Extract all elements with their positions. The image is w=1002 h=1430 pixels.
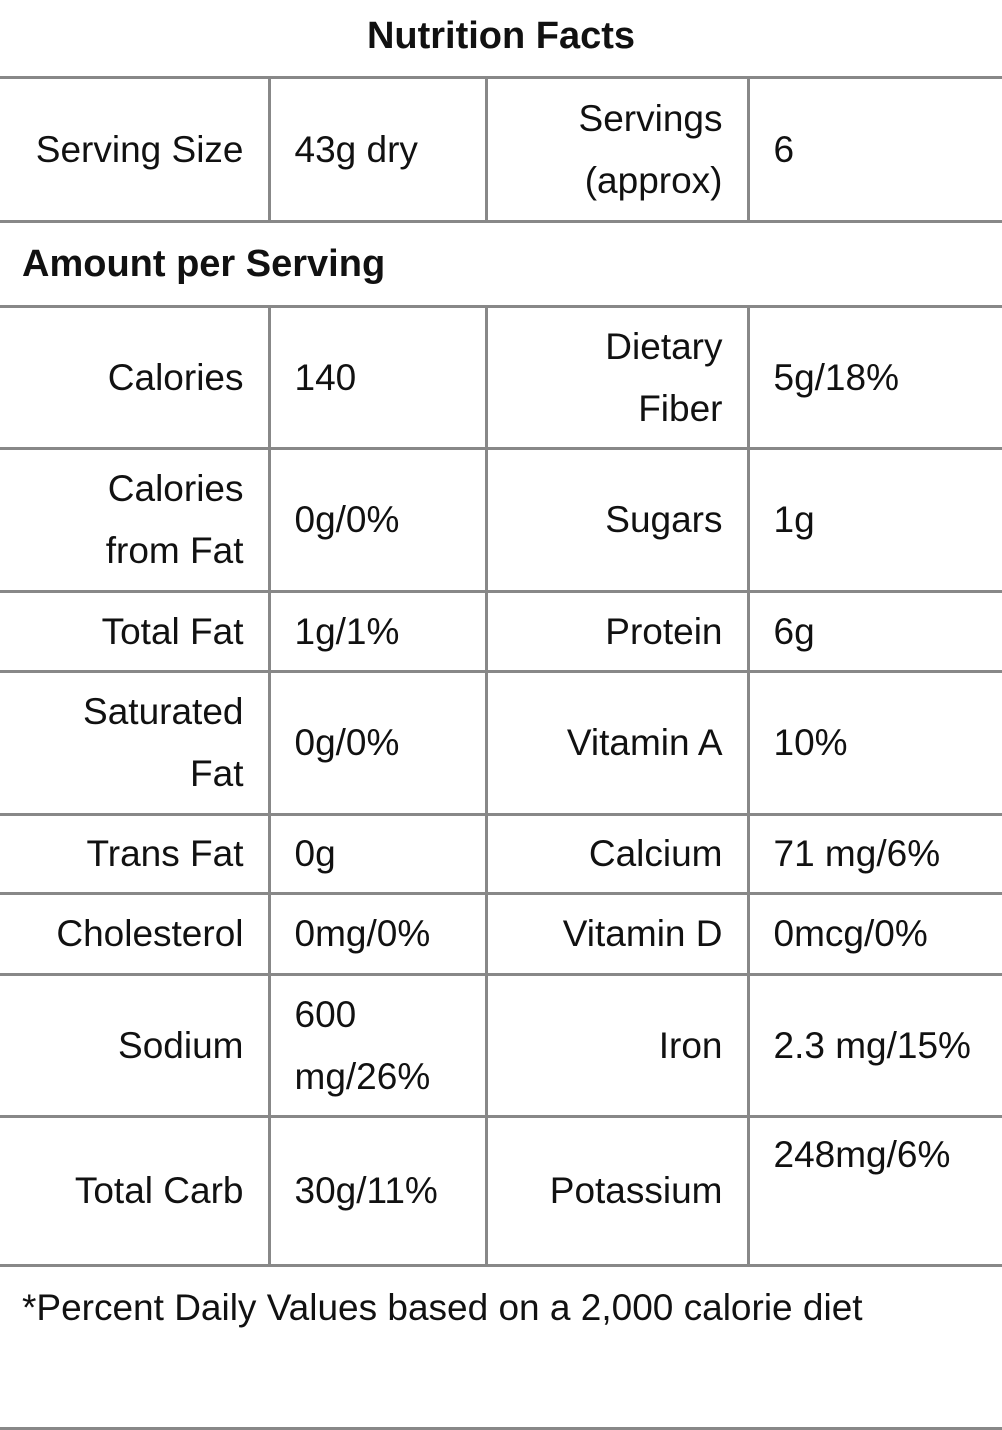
- label-cell: Calcium: [484, 813, 748, 895]
- value-cell: 2.3 mg/15%: [746, 973, 1002, 1118]
- value: 140: [294, 356, 357, 398]
- value-cell: 140: [267, 305, 486, 450]
- label: Vitamin D: [562, 913, 723, 954]
- value: 0g/0%: [294, 722, 400, 763]
- label-cell: Potassium: [484, 1115, 748, 1267]
- title: Nutrition Facts: [366, 15, 636, 57]
- value: 10%: [773, 722, 848, 763]
- label-cell: Vitamin A: [484, 670, 748, 816]
- value-cell: 600 mg/26%: [267, 973, 486, 1118]
- value: 1g: [773, 499, 815, 540]
- value-cell: 248mg/6%: [746, 1115, 1002, 1267]
- value: 600 mg/26%: [294, 993, 431, 1097]
- value: 248mg/6%: [773, 1134, 951, 1175]
- label: Protein: [605, 610, 723, 652]
- value-cell: 0g/0%: [267, 447, 486, 593]
- value-cell: 43g dry: [267, 76, 486, 223]
- label: Serving Size: [35, 128, 244, 170]
- row: Calories 140 Dietary Fiber 5g/18%: [0, 305, 1002, 450]
- value-cell: 5g/18%: [746, 305, 1002, 450]
- value-cell: 10%: [746, 670, 1002, 816]
- label: Cholesterol: [56, 913, 244, 954]
- row: Serving Size 43g dry Servings (approx) 6: [0, 76, 1002, 223]
- label-cell: Total Fat: [0, 590, 269, 673]
- label-cell: Protein: [484, 590, 748, 673]
- label: Calories from Fat: [105, 468, 244, 571]
- value: 1g/1%: [294, 610, 400, 652]
- label-cell: Sugars: [484, 447, 748, 593]
- value-cell: 0g: [267, 813, 486, 895]
- label: Servings (approx): [578, 97, 723, 201]
- value: 43g dry: [294, 128, 418, 170]
- label-cell: Calories from Fat: [0, 447, 269, 593]
- value-cell: 6g: [746, 590, 1002, 673]
- footer-row: *Percent Daily Values based on a 2,000 c…: [0, 1264, 1002, 1430]
- section-header: Amount per Serving: [0, 220, 1002, 308]
- nutrition-table: Serving Size 43g dry Servings (approx) 6 Amo…: [0, 76, 1002, 1430]
- label-cell: Calories: [0, 305, 269, 450]
- footnote: *Percent Daily Values based on a 2,000 c…: [0, 1264, 1002, 1430]
- value-cell: 0mcg/0%: [746, 892, 1002, 976]
- label: Calcium: [588, 833, 723, 874]
- label: Total Carb: [74, 1170, 244, 1211]
- row: Cholesterol 0mg/0% Vitamin D 0mcg/0%: [0, 892, 1002, 976]
- label: Sodium: [118, 1024, 244, 1066]
- value: 0g: [294, 833, 336, 874]
- label-cell: Sodium: [0, 973, 269, 1118]
- label: Total Fat: [101, 610, 244, 652]
- row: Total Fat 1g/1% Protein 6g: [0, 590, 1002, 673]
- value-cell: 1g/1%: [267, 590, 486, 673]
- value: 5g/18%: [773, 356, 900, 398]
- row: Sodium 600 mg/26% Iron 2.3 mg/15%: [0, 973, 1002, 1118]
- label-cell: Vitamin D: [484, 892, 748, 976]
- value: 0mcg/0%: [773, 913, 928, 954]
- label-cell: Trans Fat: [0, 813, 269, 895]
- value: 30g/11%: [294, 1170, 438, 1211]
- value-cell: 0g/0%: [267, 670, 486, 816]
- label-cell: Servings (approx): [484, 76, 748, 223]
- label: Iron: [658, 1024, 723, 1066]
- value: 0g/0%: [294, 499, 400, 540]
- row: Trans Fat 0g Calcium 71 mg/6%: [0, 813, 1002, 895]
- label-cell: Cholesterol: [0, 892, 269, 976]
- label: Trans Fat: [86, 833, 244, 874]
- value: 6g: [773, 610, 815, 652]
- label-cell: Total Carb: [0, 1115, 269, 1267]
- row: Total Carb 30g/11% Potassium 248mg/6%: [0, 1115, 1002, 1267]
- value: 2.3 mg/15%: [773, 1024, 971, 1066]
- value: 6: [773, 128, 795, 170]
- value-cell: 71 mg/6%: [746, 813, 1002, 895]
- value-cell: 6: [746, 76, 1002, 223]
- label: Saturated Fat: [83, 691, 244, 794]
- label: Calories: [107, 356, 244, 398]
- label-cell: Serving Size: [0, 76, 269, 223]
- value-cell: 30g/11%: [267, 1115, 486, 1267]
- label: Potassium: [549, 1170, 723, 1211]
- label: Vitamin A: [566, 722, 723, 763]
- label: Sugars: [605, 499, 723, 540]
- row: Saturated Fat 0g/0% Vitamin A 10%: [0, 670, 1002, 816]
- value: 71 mg/6%: [773, 833, 941, 874]
- row: Calories from Fat 0g/0% Sugars 1g: [0, 447, 1002, 593]
- label-cell: Iron: [484, 973, 748, 1118]
- label-cell: Saturated Fat: [0, 670, 269, 816]
- label: Dietary Fiber: [605, 325, 723, 429]
- value: 0mg/0%: [294, 913, 431, 954]
- value-cell: 1g: [746, 447, 1002, 593]
- label-cell: Dietary Fiber: [484, 305, 748, 450]
- section-row: Amount per Serving: [0, 220, 1002, 308]
- value-cell: 0mg/0%: [267, 892, 486, 976]
